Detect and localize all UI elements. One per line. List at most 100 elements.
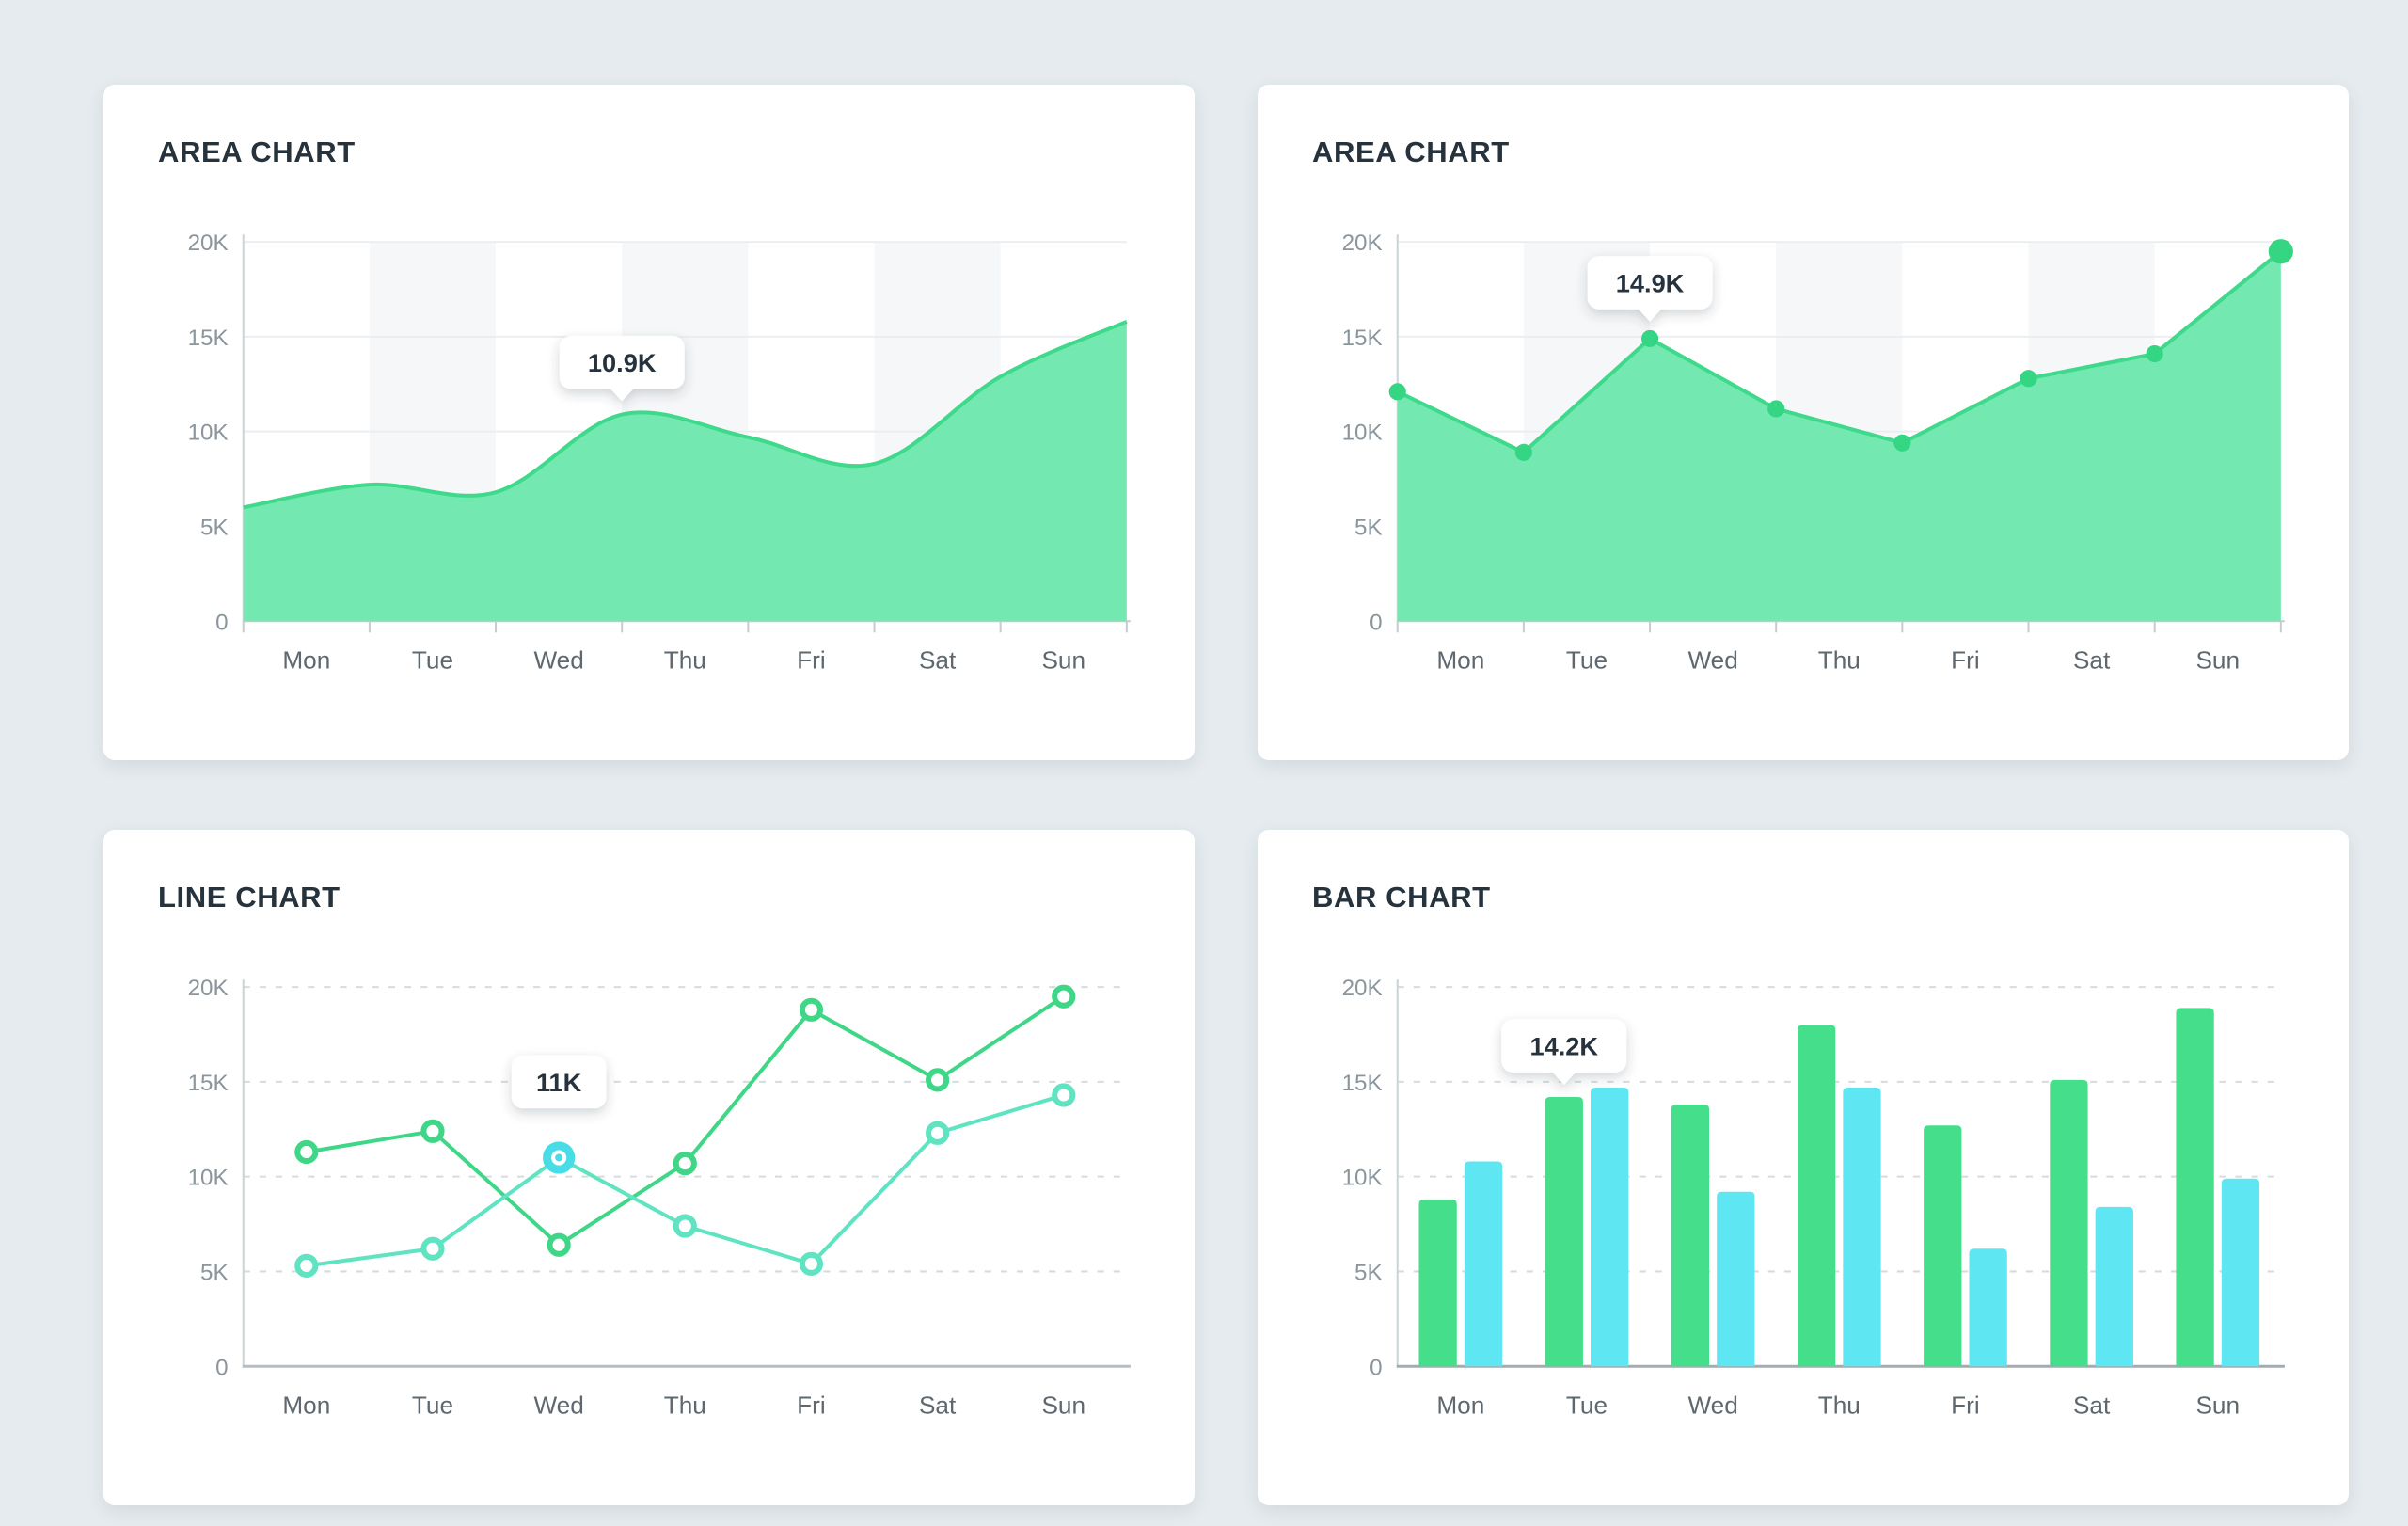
svg-text:20K: 20K [188, 976, 229, 1001]
svg-text:Thu: Thu [664, 1391, 706, 1420]
data-point-marker[interactable] [420, 1119, 445, 1143]
card-line-chart: LINE CHART 0 5K 10K 15K 20K Mon Tue Wed Thu Fri Sa… [103, 830, 1195, 1505]
chart-title: LINE CHART [158, 881, 341, 914]
svg-text:Tue: Tue [1566, 646, 1608, 675]
series-cyan[interactable] [1464, 1087, 2260, 1367]
svg-text:15K: 15K [188, 1071, 229, 1096]
svg-text:10K: 10K [1342, 1166, 1383, 1191]
area-series[interactable] [1388, 239, 2293, 622]
data-point-marker[interactable] [1640, 329, 1659, 347]
y-axis-labels: 0 5K 10K 15K 20K [1342, 976, 1383, 1380]
card-bar-chart: BAR CHART 0 5K 10K 15K 20K Mon Tue Wed Thu Fri Sat… [1258, 830, 2349, 1505]
data-point-marker[interactable] [1052, 984, 1076, 1009]
data-point-marker[interactable] [2268, 239, 2293, 264]
bar[interactable] [1671, 1105, 1710, 1367]
svg-text:Sun: Sun [1041, 646, 1085, 675]
x-axis-ticks [242, 621, 1128, 633]
bar[interactable] [1418, 1199, 1457, 1367]
svg-text:0: 0 [215, 610, 228, 635]
bar[interactable] [1545, 1097, 1583, 1367]
area-series[interactable] [243, 319, 1128, 622]
chart-canvas-bar[interactable]: 0 5K 10K 15K 20K Mon Tue Wed Thu Fri Sat Sun 14.2K [1307, 968, 2300, 1505]
chart-title: AREA CHART [158, 135, 356, 168]
series-green[interactable] [294, 984, 1076, 1257]
svg-text:10K: 10K [188, 1166, 229, 1191]
data-point-marker[interactable] [673, 1151, 697, 1176]
y-axis-labels: 0 5K 10K 15K 20K [188, 976, 229, 1380]
data-point-marker[interactable] [799, 1251, 824, 1276]
svg-text:5K: 5K [1354, 516, 1383, 541]
data-point-marker[interactable] [420, 1236, 445, 1261]
y-axis-labels: 0 5K 10K 15K 20K [188, 230, 229, 635]
svg-text:Sun: Sun [2195, 1391, 2240, 1420]
bar[interactable] [2221, 1178, 2260, 1367]
svg-text:Sun: Sun [1041, 1391, 1085, 1420]
tooltip: 10.9K [559, 335, 685, 402]
data-point-marker[interactable] [1388, 383, 1406, 401]
chart-host-area-smooth: 0 5K 10K 15K 20K Mon Tue Wed Thu Fri Sat Sun 10.9K [152, 223, 1146, 760]
svg-text:Sat: Sat [919, 1391, 957, 1420]
svg-text:0: 0 [1370, 610, 1382, 635]
data-point-marker[interactable] [926, 1121, 950, 1145]
svg-text:Wed: Wed [533, 1391, 583, 1420]
data-point-marker[interactable] [2146, 344, 2163, 363]
data-point-marker[interactable] [1514, 443, 1532, 461]
bar[interactable] [2050, 1079, 2088, 1367]
chart-title: BAR CHART [1312, 881, 1491, 914]
svg-text:Fri: Fri [797, 1391, 826, 1420]
card-area-chart-smooth: AREA CHART 0 5K 10K 15K 20K Mon Tue Wed Thu Fri Sa… [103, 85, 1195, 760]
svg-text:Wed: Wed [533, 646, 583, 675]
svg-text:11K: 11K [536, 1068, 582, 1097]
svg-text:10.9K: 10.9K [588, 348, 657, 377]
tooltip: 14.9K [1587, 256, 1713, 322]
x-axis-ticks [1396, 621, 2282, 633]
svg-text:10K: 10K [1342, 421, 1383, 446]
gridlines [243, 986, 1127, 1273]
svg-text:Tue: Tue [412, 1391, 453, 1420]
chart-canvas-area-smooth[interactable]: 0 5K 10K 15K 20K Mon Tue Wed Thu Fri Sat Sun 10.9K [152, 223, 1146, 760]
data-point-marker[interactable] [926, 1068, 950, 1092]
svg-text:5K: 5K [1354, 1261, 1383, 1286]
data-point-marker[interactable] [1767, 400, 1785, 418]
bar[interactable] [2176, 1008, 2214, 1367]
data-point-marker[interactable] [294, 1139, 319, 1165]
svg-text:Sat: Sat [919, 646, 957, 675]
svg-text:Sun: Sun [2195, 646, 2240, 675]
bar[interactable] [2095, 1206, 2133, 1367]
highlight-dot[interactable] [543, 1141, 576, 1174]
gridlines [1397, 986, 2281, 1273]
data-point-marker[interactable] [547, 1232, 571, 1257]
data-point-marker[interactable] [2020, 370, 2037, 388]
bar[interactable] [1717, 1191, 1755, 1367]
series-green[interactable] [1418, 1008, 2214, 1367]
series-teal[interactable] [294, 1083, 1076, 1278]
chart-canvas-area-linear[interactable]: 0 5K 10K 15K 20K Mon Tue Wed Thu Fri Sat Sun 14.9K [1307, 223, 2300, 760]
chart-canvas-line[interactable]: 0 5K 10K 15K 20K Mon Tue Wed Thu Fri Sat Sun 11K [152, 968, 1146, 1505]
svg-text:0: 0 [1370, 1355, 1382, 1380]
axes [1396, 979, 2285, 1368]
data-point-marker[interactable] [1052, 1083, 1076, 1107]
x-axis-labels: Mon Tue Wed Thu Fri Sat Sun [1436, 1391, 2240, 1420]
x-axis-labels: Mon Tue Wed Thu Fri Sat Sun [282, 646, 1085, 675]
svg-text:15K: 15K [188, 326, 229, 351]
svg-text:Wed: Wed [1687, 1391, 1737, 1420]
data-point-marker[interactable] [799, 997, 824, 1022]
svg-text:15K: 15K [1342, 326, 1383, 351]
svg-text:20K: 20K [188, 230, 229, 256]
svg-text:5K: 5K [200, 516, 229, 541]
bar[interactable] [1797, 1025, 1836, 1367]
data-point-marker[interactable] [294, 1253, 319, 1278]
bar[interactable] [1464, 1161, 1503, 1367]
data-point-marker[interactable] [1893, 434, 1911, 452]
svg-text:Thu: Thu [664, 646, 706, 675]
svg-text:5K: 5K [200, 1261, 229, 1286]
card-area-chart-linear: AREA CHART 0 5K 10K 15K 20K Mon Tue Wed Thu Fri Sa… [1258, 85, 2349, 760]
bar[interactable] [1591, 1087, 1629, 1367]
bar[interactable] [1924, 1125, 1962, 1367]
bar[interactable] [1843, 1087, 1881, 1367]
axes [242, 979, 1131, 1368]
chart-host-line: 0 5K 10K 15K 20K Mon Tue Wed Thu Fri Sat Sun 11K [152, 968, 1146, 1505]
bar[interactable] [1969, 1248, 2007, 1367]
svg-text:Sat: Sat [2073, 1391, 2111, 1420]
data-point-marker[interactable] [673, 1214, 697, 1238]
